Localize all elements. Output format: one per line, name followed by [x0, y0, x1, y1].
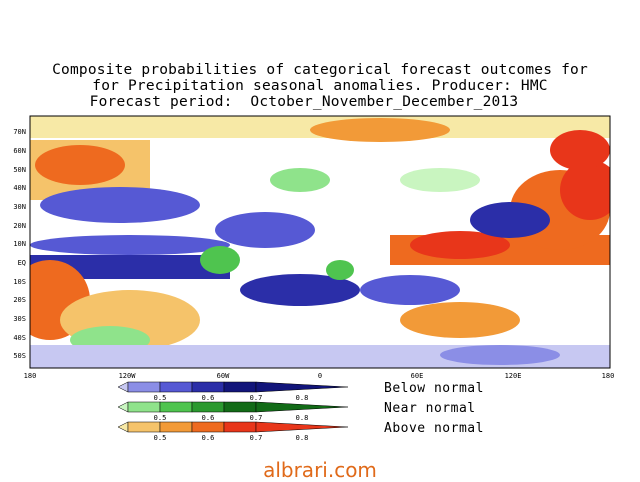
near-bar-seg — [127, 401, 161, 413]
below-bar-seg — [191, 381, 225, 393]
above-bar-seg — [127, 421, 161, 433]
legend-tick: 0.6 — [202, 414, 215, 422]
lon-tick-label: 120W — [119, 372, 137, 380]
watermark: albrari.com — [263, 458, 377, 482]
lat-tick-label: 40S — [13, 334, 26, 342]
near-bar-seg — [117, 401, 129, 413]
above-bar-seg — [255, 421, 349, 433]
above-bar-seg — [159, 421, 193, 433]
below-bar-seg — [127, 381, 161, 393]
lat-tick-label: 30N — [13, 203, 26, 211]
legend-above-bar — [117, 421, 349, 433]
lon-tick-label: 60E — [411, 372, 424, 380]
legend-above-ticks: 0.5 0.6 0.7 0.8 — [154, 434, 309, 442]
lat-tick-label: 40N — [13, 184, 26, 192]
lat-tick-label: 50S — [13, 352, 26, 360]
below-bar-seg — [223, 381, 257, 393]
legend-tick: 0.5 — [154, 414, 167, 422]
latitude-axis: 70N 60N 50N 40N 30N 20N 10N EQ 10S 20S 3… — [13, 128, 26, 360]
lat-tick-label: 10S — [13, 278, 26, 286]
near-bar-seg — [255, 401, 349, 413]
lat-tick-label: 20N — [13, 222, 26, 230]
legend-tick: 0.6 — [202, 434, 215, 442]
above-bar-seg — [223, 421, 257, 433]
legend-tick: 0.5 — [154, 394, 167, 402]
lat-tick-label: 50N — [13, 166, 26, 174]
legend-tick: 0.5 — [154, 434, 167, 442]
longitude-axis: 180 120W 60W 0 60E 120E 180 — [24, 372, 615, 380]
map-title-line-3: Forecast period: October_November_Decemb… — [89, 94, 519, 110]
near-bar-seg — [159, 401, 193, 413]
lon-tick-label: 180 — [602, 372, 615, 380]
lon-tick-label: 0 — [318, 372, 322, 380]
legend-label-below: Below normal — [384, 381, 484, 396]
legend-near-ticks: 0.5 0.6 0.7 0.8 — [154, 414, 309, 422]
legend-tick: 0.7 — [250, 414, 263, 422]
legend-label-above: Above normal — [384, 421, 484, 436]
lat-tick-label: 70N — [13, 128, 26, 136]
near-bar-seg — [191, 401, 225, 413]
lat-tick-label: 10N — [13, 240, 26, 248]
map-title-line-2: for Precipitation seasonal anomalies. Pr… — [92, 78, 548, 94]
lon-tick-label: 180 — [24, 372, 37, 380]
legend-tick: 0.8 — [296, 434, 309, 442]
above-bar-seg — [191, 421, 225, 433]
lon-tick-label: 120E — [505, 372, 522, 380]
legend-tick: 0.6 — [202, 394, 215, 402]
legend-tick: 0.7 — [250, 394, 263, 402]
lat-tick-label: 30S — [13, 315, 26, 323]
near-bar-seg — [223, 401, 257, 413]
legend-label-near: Near normal — [384, 401, 476, 416]
legend-tick: 0.8 — [296, 414, 309, 422]
legend-near-bar — [117, 401, 349, 413]
map-frame — [29, 115, 611, 369]
legend-tick: 0.7 — [250, 434, 263, 442]
legend-below-ticks: 0.5 0.6 0.7 0.8 — [154, 394, 309, 402]
map-title-line-1: Composite probabilities of categorical f… — [52, 62, 588, 78]
lat-tick-label: 20S — [13, 296, 26, 304]
lat-tick-label: 60N — [13, 147, 26, 155]
lat-tick-label: EQ — [18, 259, 26, 267]
below-bar-seg — [117, 381, 129, 393]
below-bar-seg — [159, 381, 193, 393]
below-bar-seg — [255, 381, 349, 393]
precipitation-probability-field — [30, 116, 610, 368]
legend-tick: 0.8 — [296, 394, 309, 402]
lon-tick-label: 60W — [217, 372, 230, 380]
legend-below-bar — [117, 381, 349, 393]
above-bar-seg — [117, 421, 129, 433]
